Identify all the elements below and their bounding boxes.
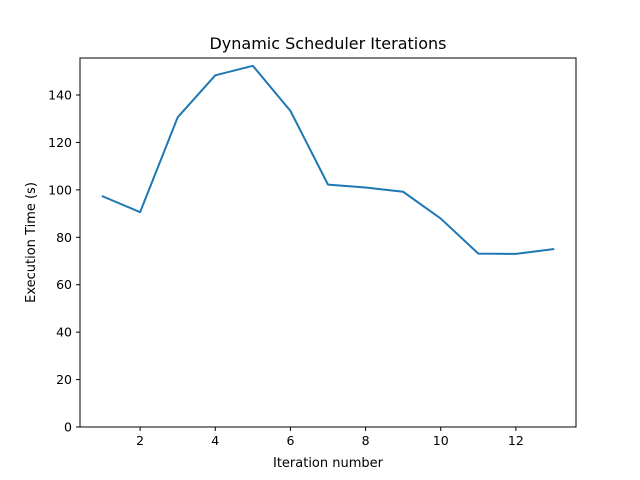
x-axis-ticks: 2 4 6 8 10 12 xyxy=(136,427,524,448)
x-tick-label: 4 xyxy=(211,433,219,448)
plot-frame xyxy=(79,57,577,428)
x-tick-label: 10 xyxy=(433,433,449,448)
y-tick-label: 140 xyxy=(48,87,72,102)
y-tick-label: 120 xyxy=(48,135,72,150)
x-tick-label: 6 xyxy=(286,433,294,448)
x-tick-label: 8 xyxy=(362,433,370,448)
x-tick-label: 2 xyxy=(136,433,144,448)
y-tick-label: 80 xyxy=(56,230,72,245)
series-group xyxy=(101,64,555,255)
y-tick-label: 20 xyxy=(56,372,72,387)
y-axis-label: Execution Time (s) xyxy=(24,182,39,303)
series-line xyxy=(101,64,555,255)
y-tick-label: 60 xyxy=(56,277,72,292)
y-tick-label: 40 xyxy=(56,325,72,340)
x-tick-label: 12 xyxy=(508,433,524,448)
y-tick-label: 100 xyxy=(48,182,72,197)
chart-title: Dynamic Scheduler Iterations xyxy=(209,34,446,53)
y-axis-ticks: 0 20 40 60 80 100 120 140 xyxy=(48,87,80,435)
x-axis-label: Iteration number xyxy=(273,456,384,471)
y-tick-label: 0 xyxy=(64,420,72,435)
